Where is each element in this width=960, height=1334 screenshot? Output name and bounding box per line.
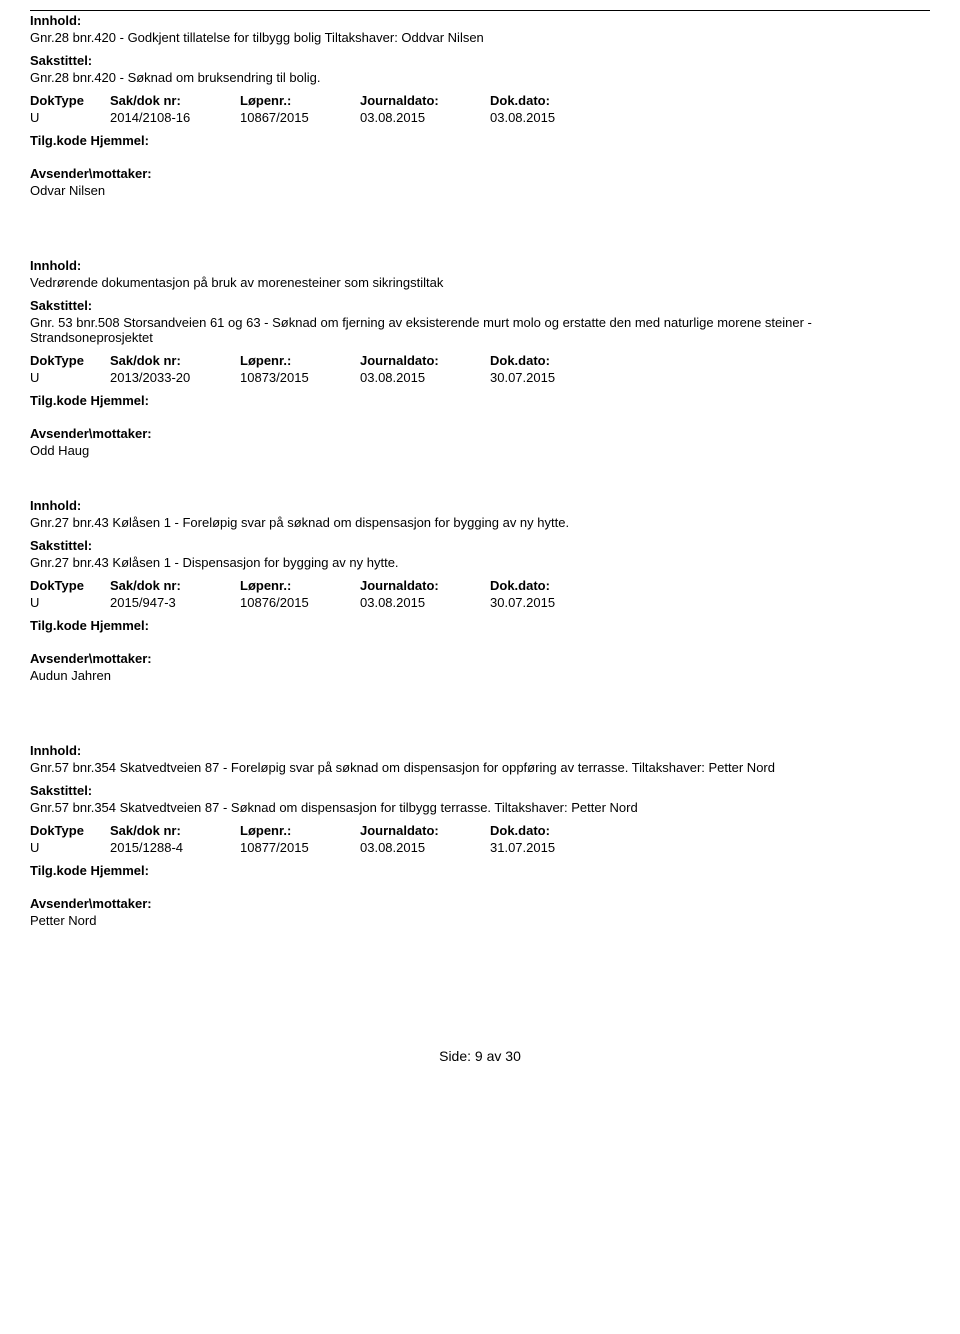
sakstittel-text: Gnr. 53 bnr.508 Storsandveien 61 og 63 -… [30, 315, 930, 345]
tilgkode-label: Tilg.kode [30, 863, 87, 878]
col-dok-header: Dok.dato: [490, 93, 610, 108]
tilg-row: Tilg.kode Hjemmel: [30, 618, 930, 633]
journal-entry: Innhold: Gnr.27 bnr.43 Kølåsen 1 - Forel… [30, 498, 930, 683]
innhold-text: Gnr.57 bnr.354 Skatvedtveien 87 - Forelø… [30, 760, 930, 775]
tilg-row: Tilg.kode Hjemmel: [30, 133, 930, 148]
data-row: U 2015/1288-4 10877/2015 03.08.2015 31.0… [30, 840, 930, 855]
doktype-value: U [30, 840, 110, 855]
column-headers: DokType Sak/dok nr: Løpenr.: Journaldato… [30, 353, 930, 368]
journal-value: 03.08.2015 [360, 840, 490, 855]
col-journal-header: Journaldato: [360, 93, 490, 108]
avsender-value: Audun Jahren [30, 668, 930, 683]
innhold-label: Innhold: [30, 498, 930, 513]
innhold-label: Innhold: [30, 13, 930, 28]
col-dok-header: Dok.dato: [490, 353, 610, 368]
doktype-value: U [30, 110, 110, 125]
sak-value: 2014/2108-16 [110, 110, 240, 125]
col-lopenr-header: Løpenr.: [240, 823, 360, 838]
col-dok-header: Dok.dato: [490, 823, 610, 838]
doktype-value: U [30, 595, 110, 610]
sakstittel-text: Gnr.28 bnr.420 - Søknad om bruksendring … [30, 70, 930, 85]
col-doktype-header: DokType [30, 93, 110, 108]
col-sak-header: Sak/dok nr: [110, 353, 240, 368]
col-sak-header: Sak/dok nr: [110, 578, 240, 593]
column-headers: DokType Sak/dok nr: Løpenr.: Journaldato… [30, 578, 930, 593]
journal-value: 03.08.2015 [360, 110, 490, 125]
footer-total: 30 [505, 1048, 521, 1064]
column-headers: DokType Sak/dok nr: Løpenr.: Journaldato… [30, 823, 930, 838]
dok-value: 31.07.2015 [490, 840, 610, 855]
sakstittel-label: Sakstittel: [30, 53, 930, 68]
avsender-value: Odd Haug [30, 443, 930, 458]
avsender-label: Avsender\mottaker: [30, 166, 930, 181]
lopenr-value: 10877/2015 [240, 840, 360, 855]
lopenr-value: 10867/2015 [240, 110, 360, 125]
sakstittel-label: Sakstittel: [30, 538, 930, 553]
innhold-label: Innhold: [30, 743, 930, 758]
journal-entry: Innhold: Gnr.57 bnr.354 Skatvedtveien 87… [30, 743, 930, 928]
tilgkode-label: Tilg.kode [30, 393, 87, 408]
tilgkode-label: Tilg.kode [30, 618, 87, 633]
tilg-row: Tilg.kode Hjemmel: [30, 863, 930, 878]
lopenr-value: 10873/2015 [240, 370, 360, 385]
innhold-label: Innhold: [30, 258, 930, 273]
sakstittel-label: Sakstittel: [30, 298, 930, 313]
sak-value: 2015/1288-4 [110, 840, 240, 855]
tilg-row: Tilg.kode Hjemmel: [30, 393, 930, 408]
lopenr-value: 10876/2015 [240, 595, 360, 610]
divider [30, 10, 930, 11]
col-doktype-header: DokType [30, 578, 110, 593]
sak-value: 2015/947-3 [110, 595, 240, 610]
innhold-text: Gnr.27 bnr.43 Kølåsen 1 - Foreløpig svar… [30, 515, 930, 530]
avsender-value: Odvar Nilsen [30, 183, 930, 198]
sakstittel-text: Gnr.27 bnr.43 Kølåsen 1 - Dispensasjon f… [30, 555, 930, 570]
col-sak-header: Sak/dok nr: [110, 823, 240, 838]
hjemmel-label: Hjemmel: [90, 133, 149, 148]
footer-page: 9 [475, 1048, 483, 1064]
avsender-label: Avsender\mottaker: [30, 896, 930, 911]
innhold-text: Vedrørende dokumentasjon på bruk av more… [30, 275, 930, 290]
avsender-label: Avsender\mottaker: [30, 426, 930, 441]
journal-entry: Innhold: Vedrørende dokumentasjon på bru… [30, 258, 930, 458]
col-lopenr-header: Løpenr.: [240, 578, 360, 593]
dok-value: 03.08.2015 [490, 110, 610, 125]
data-row: U 2014/2108-16 10867/2015 03.08.2015 03.… [30, 110, 930, 125]
col-doktype-header: DokType [30, 353, 110, 368]
avsender-label: Avsender\mottaker: [30, 651, 930, 666]
hjemmel-label: Hjemmel: [90, 618, 149, 633]
avsender-value: Petter Nord [30, 913, 930, 928]
col-lopenr-header: Løpenr.: [240, 353, 360, 368]
data-row: U 2015/947-3 10876/2015 03.08.2015 30.07… [30, 595, 930, 610]
sakstittel-text: Gnr.57 bnr.354 Skatvedtveien 87 - Søknad… [30, 800, 930, 815]
hjemmel-label: Hjemmel: [90, 393, 149, 408]
column-headers: DokType Sak/dok nr: Løpenr.: Journaldato… [30, 93, 930, 108]
journal-value: 03.08.2015 [360, 370, 490, 385]
col-sak-header: Sak/dok nr: [110, 93, 240, 108]
sakstittel-label: Sakstittel: [30, 783, 930, 798]
dok-value: 30.07.2015 [490, 595, 610, 610]
innhold-text: Gnr.28 bnr.420 - Godkjent tillatelse for… [30, 30, 930, 45]
data-row: U 2013/2033-20 10873/2015 03.08.2015 30.… [30, 370, 930, 385]
journal-entry: Innhold: Gnr.28 bnr.420 - Godkjent tilla… [30, 10, 930, 198]
doktype-value: U [30, 370, 110, 385]
tilgkode-label: Tilg.kode [30, 133, 87, 148]
col-journal-header: Journaldato: [360, 353, 490, 368]
col-dok-header: Dok.dato: [490, 578, 610, 593]
page-footer: Side: 9 av 30 [30, 1048, 930, 1064]
sak-value: 2013/2033-20 [110, 370, 240, 385]
col-lopenr-header: Løpenr.: [240, 93, 360, 108]
footer-av: av [487, 1048, 502, 1064]
col-doktype-header: DokType [30, 823, 110, 838]
hjemmel-label: Hjemmel: [90, 863, 149, 878]
col-journal-header: Journaldato: [360, 578, 490, 593]
col-journal-header: Journaldato: [360, 823, 490, 838]
footer-side-label: Side: [439, 1048, 471, 1064]
journal-value: 03.08.2015 [360, 595, 490, 610]
dok-value: 30.07.2015 [490, 370, 610, 385]
